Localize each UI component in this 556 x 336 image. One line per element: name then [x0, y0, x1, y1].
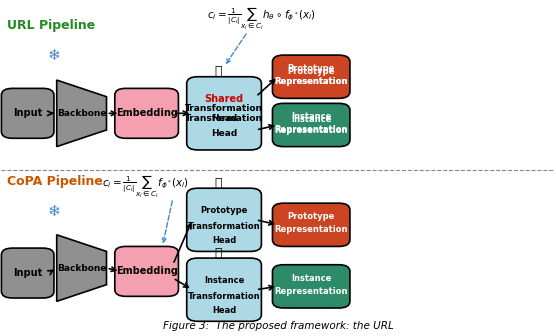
Text: URL Pipeline: URL Pipeline — [7, 19, 95, 32]
Text: Instance: Instance — [291, 112, 331, 121]
FancyBboxPatch shape — [272, 103, 350, 146]
Text: $c_i = \frac{1}{|C_i|} \sum_{x_i \in C_i} h_{\theta} \circ f_{\phi^*}(x_i)$: $c_i = \frac{1}{|C_i|} \sum_{x_i \in C_i… — [207, 5, 316, 32]
Text: Prototype: Prototype — [200, 206, 248, 215]
Text: Representation: Representation — [275, 225, 348, 234]
Text: Instance: Instance — [291, 274, 331, 283]
Text: Instance
Representation: Instance Representation — [275, 115, 348, 135]
FancyBboxPatch shape — [115, 246, 178, 296]
Text: 🔥: 🔥 — [215, 247, 222, 260]
FancyBboxPatch shape — [1, 88, 54, 138]
Text: Representation: Representation — [275, 77, 348, 86]
Text: Shared: Shared — [205, 94, 244, 104]
FancyBboxPatch shape — [187, 258, 261, 321]
Text: Figure 3:  The proposed framework: the URL: Figure 3: The proposed framework: the UR… — [162, 321, 394, 331]
Text: Backbone: Backbone — [57, 263, 106, 272]
Text: Input: Input — [13, 268, 42, 278]
Text: Representation: Representation — [275, 125, 348, 134]
Text: Head: Head — [212, 236, 236, 245]
Text: Embedding: Embedding — [116, 266, 177, 277]
Text: $c_i = \frac{1}{|C_i|} \sum_{x_i \in C_i} f_{\phi^*}(x_i)$: $c_i = \frac{1}{|C_i|} \sum_{x_i \in C_i… — [102, 173, 188, 200]
Text: ❄: ❄ — [48, 48, 60, 62]
Text: CoPA Pipeline: CoPA Pipeline — [7, 175, 103, 188]
Text: Backbone: Backbone — [57, 109, 106, 118]
FancyBboxPatch shape — [1, 248, 54, 298]
Text: Instance: Instance — [204, 276, 244, 285]
Text: Prototype: Prototype — [287, 212, 335, 221]
Text: 🔥: 🔥 — [215, 66, 222, 78]
Text: Transformation
Head: Transformation Head — [185, 103, 263, 123]
FancyBboxPatch shape — [115, 88, 178, 138]
FancyBboxPatch shape — [187, 77, 261, 150]
Text: Representation: Representation — [275, 287, 348, 296]
FancyBboxPatch shape — [272, 55, 350, 98]
Text: Embedding: Embedding — [116, 108, 177, 118]
FancyBboxPatch shape — [187, 188, 261, 251]
Text: 🔥: 🔥 — [215, 177, 222, 190]
Text: Head: Head — [212, 306, 236, 315]
Text: Head: Head — [211, 129, 237, 138]
Polygon shape — [57, 235, 107, 301]
FancyBboxPatch shape — [272, 203, 350, 246]
Text: Prototype: Prototype — [287, 64, 335, 73]
Text: Input: Input — [13, 108, 42, 118]
Text: Transformation: Transformation — [185, 114, 263, 123]
Text: ❄: ❄ — [48, 204, 60, 219]
Text: Transformation: Transformation — [188, 292, 260, 301]
Text: Transformation: Transformation — [188, 222, 260, 231]
Text: Prototype
Representation: Prototype Representation — [275, 67, 348, 86]
FancyBboxPatch shape — [272, 265, 350, 308]
Polygon shape — [57, 80, 107, 146]
